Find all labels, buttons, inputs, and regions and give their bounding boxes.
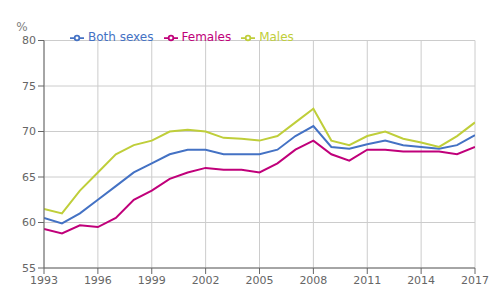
svg-text:2011: 2011 (353, 274, 381, 287)
svg-text:1993: 1993 (30, 274, 58, 287)
svg-text:1999: 1999 (138, 274, 166, 287)
svg-text:2005: 2005 (246, 274, 274, 287)
svg-text:55: 55 (22, 262, 36, 275)
svg-text:%: % (16, 20, 27, 34)
svg-text:60: 60 (22, 216, 36, 229)
html-text:Males: Males (259, 30, 294, 44)
svg-text:2014: 2014 (407, 274, 435, 287)
svg-text:2017: 2017 (461, 274, 483, 287)
svg-text:2008: 2008 (299, 274, 327, 287)
svg-text:75: 75 (22, 80, 36, 93)
svg-text:65: 65 (22, 171, 36, 184)
svg-text:2002: 2002 (192, 274, 220, 287)
svg-text:1996: 1996 (84, 274, 112, 287)
html-text:Females: Females (181, 30, 232, 44)
svg-text:70: 70 (22, 125, 36, 138)
svg-text:80: 80 (22, 34, 36, 47)
html-text:Both sexes: Both sexes (88, 30, 154, 44)
